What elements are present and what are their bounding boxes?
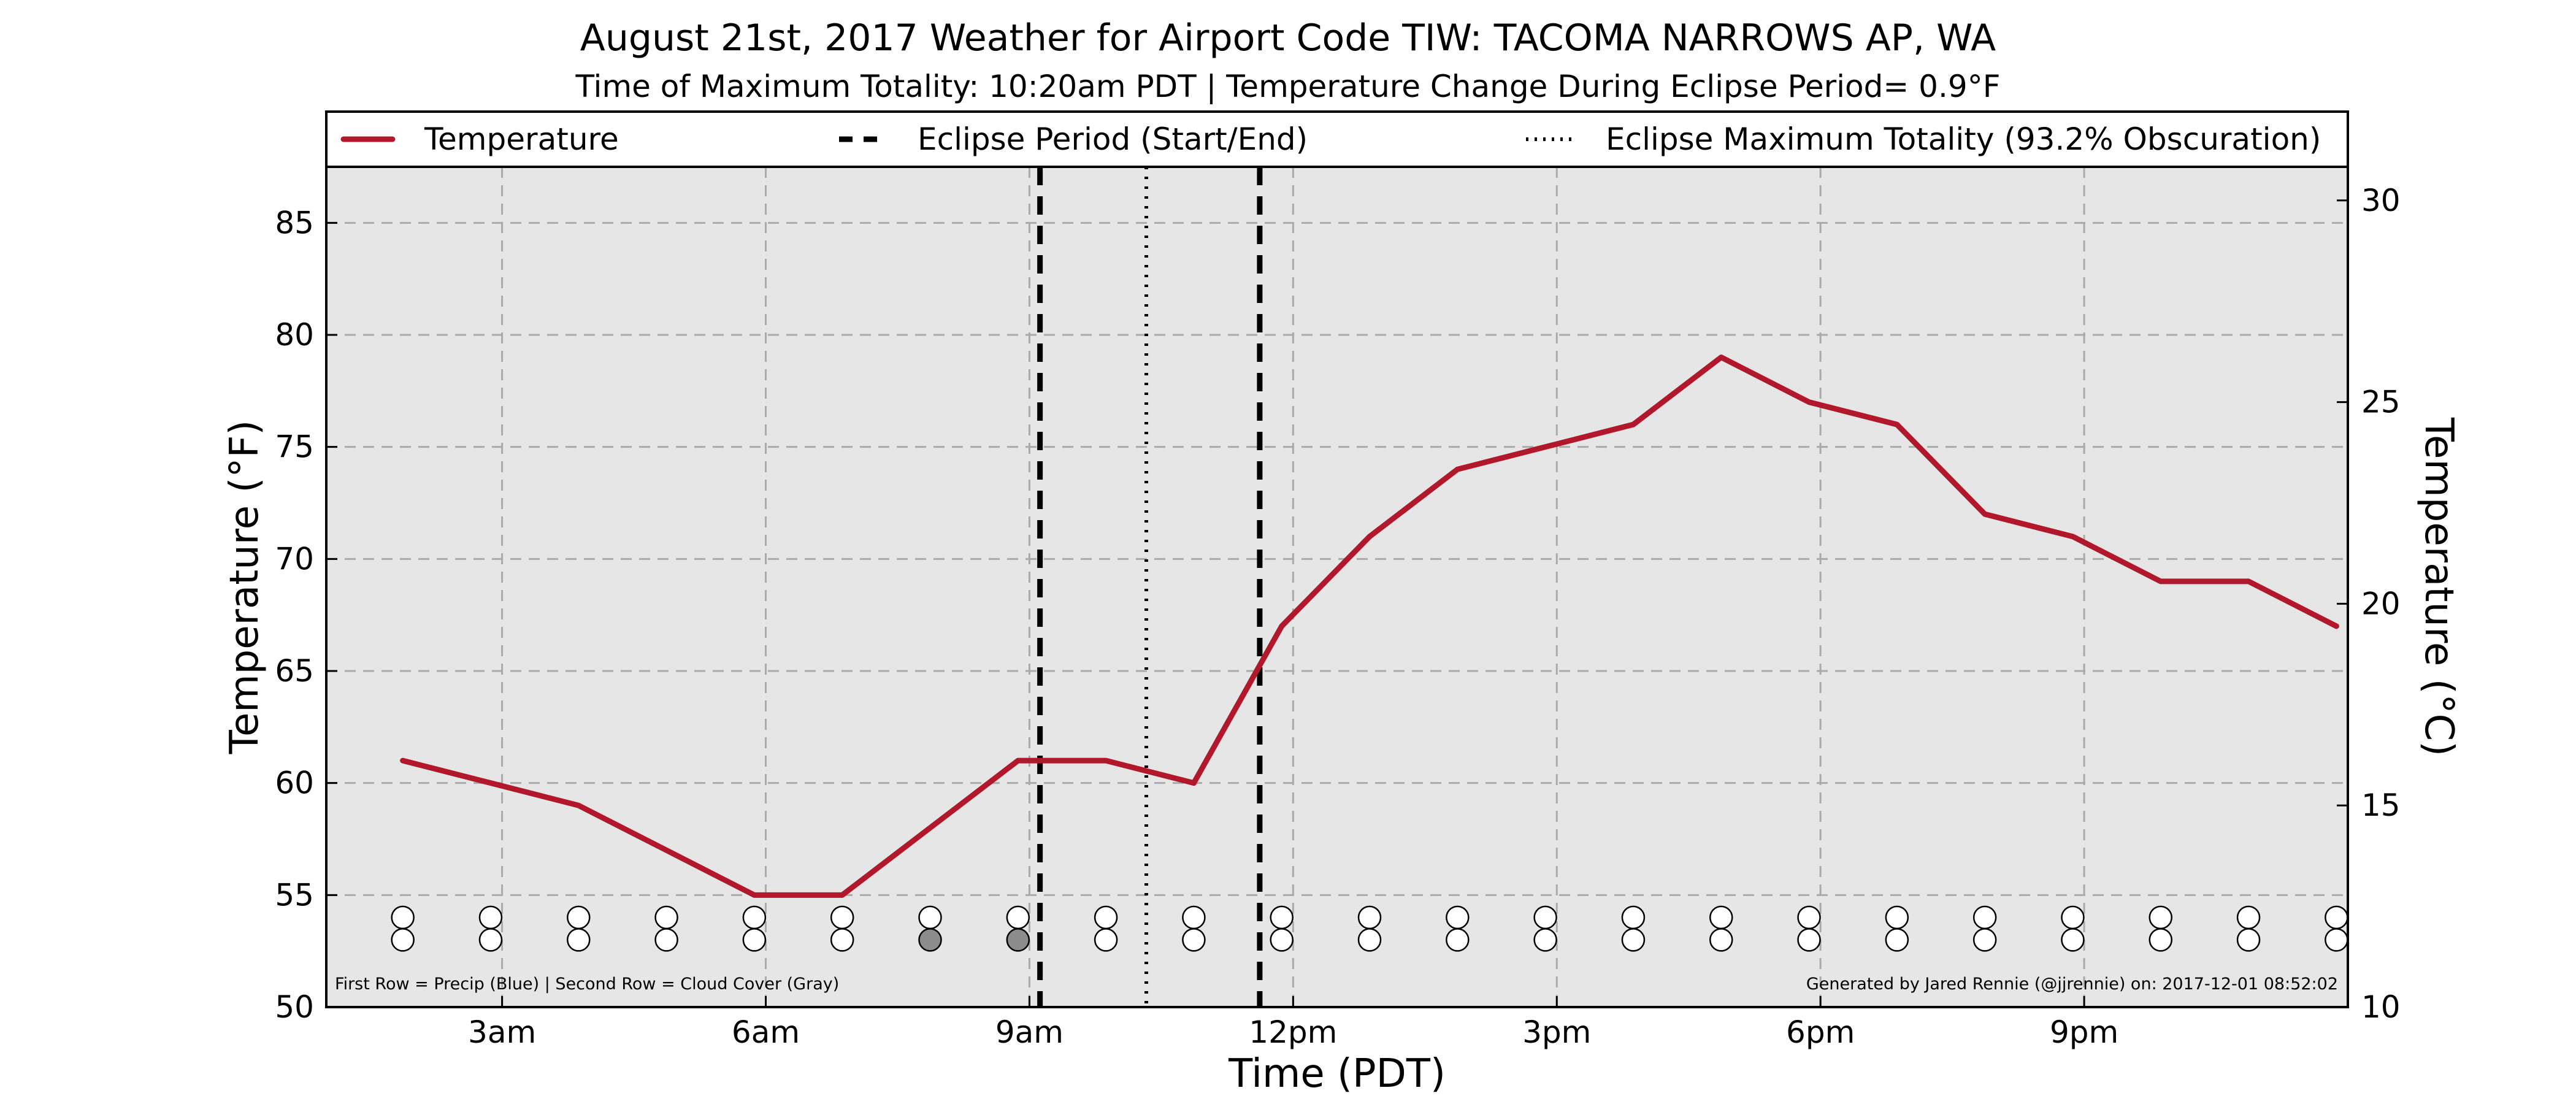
precip-marker-1 (478, 905, 503, 930)
precip-marker-10 (1270, 905, 1294, 930)
y-tick-label-1: 55 (275, 877, 314, 913)
x-axis-label: Time (PDT) (1228, 1051, 1446, 1097)
y-tick-label-4: 70 (275, 541, 314, 577)
cloud-marker-11 (1357, 928, 1382, 952)
precip-marker-21 (2236, 905, 2261, 930)
cloud-marker-22 (2325, 928, 2348, 952)
legend-maximum-totality-label: Eclipse Maximum Totality (93.2% Obscurat… (1606, 121, 2321, 157)
cloud-marker-21 (2236, 928, 2261, 952)
grid-layer (326, 167, 2348, 1007)
y2-tick-label-2: 20 (2361, 586, 2401, 621)
y2-tick-label-3: 25 (2361, 385, 2401, 420)
y2-axis-label: Temperature (°C) (2416, 417, 2461, 756)
cloud-marker-13 (1533, 928, 1557, 952)
precip-marker-20 (2149, 905, 2173, 930)
precip-marker-5 (830, 905, 854, 930)
cloud-marker-15 (1709, 928, 1733, 952)
cloud-marker-19 (2061, 928, 2085, 952)
cloud-marker-20 (2149, 928, 2173, 952)
cloud-marker-0 (391, 928, 415, 952)
cloud-marker-14 (1621, 928, 1646, 952)
cloud-marker-16 (1797, 928, 1821, 952)
cloud-marker-6 (918, 928, 942, 952)
precip-marker-22 (2325, 905, 2348, 930)
y-axis-label: Temperature (°F) (222, 420, 267, 755)
cloud-marker-12 (1446, 928, 1470, 952)
y-tick-label-7: 85 (275, 205, 314, 240)
eclipse-lines-layer (1037, 167, 1263, 1007)
precip-marker-16 (1797, 905, 1821, 930)
precip-marker-13 (1533, 905, 1557, 930)
legend-temperature-label: Temperature (424, 121, 619, 157)
x-tick-label-5: 6pm (1786, 1014, 1855, 1050)
precip-marker-18 (1972, 905, 1997, 930)
series-layer (400, 355, 2339, 898)
y2-tick-label-1: 15 (2361, 788, 2401, 823)
precip-marker-3 (654, 905, 678, 930)
legend-box (325, 110, 2349, 168)
cloud-marker-3 (654, 928, 678, 952)
precip-marker-0 (391, 905, 415, 930)
precip-marker-2 (567, 905, 591, 930)
precip-marker-14 (1621, 905, 1646, 930)
chart-title: August 21st, 2017 Weather for Airport Co… (580, 17, 1996, 59)
cloud-marker-2 (567, 928, 591, 952)
x-tick-label-4: 3pm (1522, 1014, 1591, 1050)
cloud-marker-8 (1094, 928, 1118, 952)
cloud-marker-4 (742, 928, 767, 952)
temperature-series-line-0 (400, 355, 2339, 898)
precip-marker-11 (1357, 905, 1382, 930)
y-tick-label-6: 80 (275, 317, 314, 353)
precip-marker-9 (1182, 905, 1206, 930)
legend: Temperature Eclipse Period (Start/End) E… (325, 110, 2349, 168)
precip-marker-7 (1006, 905, 1030, 930)
plot-background-group (326, 167, 2348, 1007)
x-tick-label-1: 6am (732, 1014, 800, 1050)
cloud-marker-18 (1972, 928, 1997, 952)
precip-marker-8 (1094, 905, 1118, 930)
cloud-marker-7 (1006, 928, 1030, 952)
y-tick-label-0: 50 (275, 989, 314, 1025)
precip-marker-12 (1446, 905, 1470, 930)
plot-area-background (326, 167, 2348, 1007)
cloud-marker-17 (1885, 928, 1909, 952)
x-tick-label-2: 9am (995, 1014, 1064, 1050)
footnote-right: Generated by Jared Rennie (@jjrennie) on… (1806, 975, 2338, 994)
cloud-marker-1 (478, 928, 503, 952)
y-tick-label-3: 65 (275, 653, 314, 689)
y-tick-label-2: 60 (275, 765, 314, 801)
cloud-marker-5 (830, 928, 854, 952)
y-tick-label-5: 75 (275, 429, 314, 465)
indicator-layer (391, 905, 2348, 952)
legend-eclipse-period-label: Eclipse Period (Start/End) (918, 121, 1308, 157)
axis-layer: 3am 6am 9am 12pm 3pm 6pm 9pm 50 55 60 65 70 75 80 85 10… (275, 166, 2401, 1050)
precip-marker-6 (918, 905, 942, 930)
chart-subtitle: Time of Maximum Totality: 10:20am PDT | … (575, 69, 2001, 104)
y2-tick-label-0: 10 (2361, 989, 2401, 1025)
precip-marker-19 (2061, 905, 2085, 930)
y2-tick-label-4: 30 (2361, 183, 2401, 218)
cloud-marker-9 (1182, 928, 1206, 952)
precip-marker-4 (742, 905, 767, 930)
x-tick-label-0: 3am (468, 1014, 536, 1050)
x-tick-label-6: 9pm (2050, 1014, 2118, 1050)
cloud-marker-10 (1270, 928, 1294, 952)
x-tick-label-3: 12pm (1249, 1014, 1337, 1050)
precip-marker-15 (1709, 905, 1733, 930)
footnote-left: First Row = Precip (Blue) | Second Row =… (335, 975, 839, 994)
precip-marker-17 (1885, 905, 1909, 930)
